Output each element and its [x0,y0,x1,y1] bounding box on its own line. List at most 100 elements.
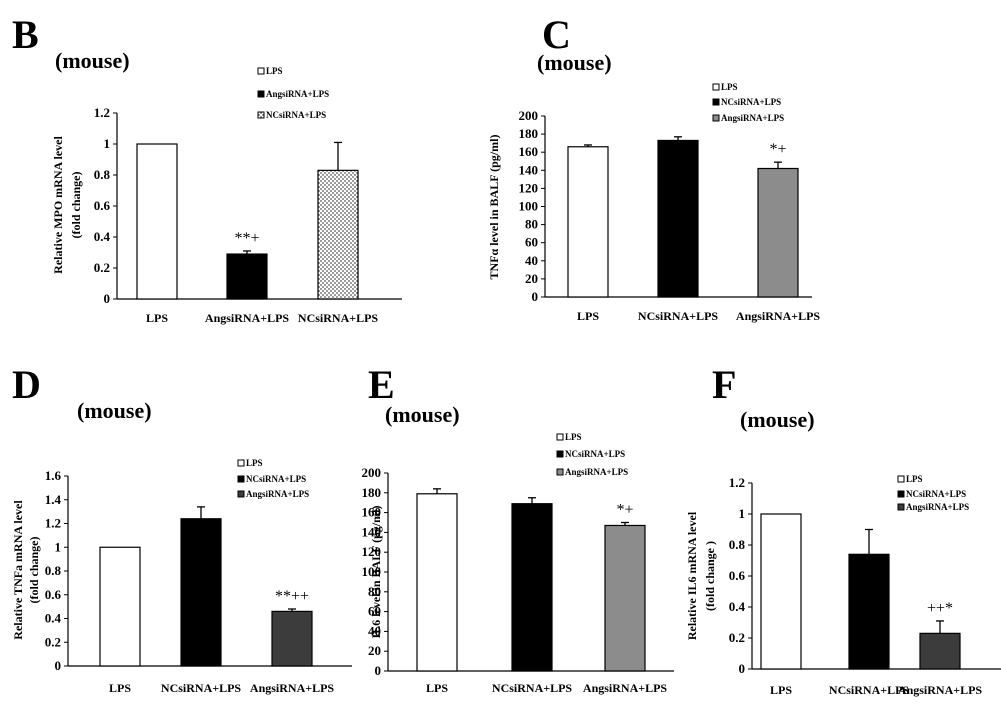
y-tick-label: 120 [362,544,382,559]
legend-entry: LPS [721,82,738,92]
legend-entry: LPS [906,474,923,484]
legend-entry: NCsiRNA+LPS [565,449,625,459]
legend-entry: NCsiRNA+LPS [721,97,781,107]
y-tick-label: 0 [55,658,62,673]
y-tick-label: 0.4 [94,229,111,244]
y-tick-label: 0.8 [94,167,111,182]
x-category-label: AngsiRNA+LPS [898,683,983,697]
y-axis-label: (fold change) [69,172,83,239]
y-tick-label: 40 [368,623,381,638]
y-tick-label: 0.8 [45,563,62,578]
chart-panel-B: B (mouse) 0 0.2 0.4 0.6 0.8 1 1.2 Relative MPO mR… [12,12,402,325]
y-tick-label: 0.6 [729,568,746,583]
legend-entry: AngsiRNA+LPS [266,89,329,99]
chart-panel-C: C(mouse) 0 20 40 60 80 100 120 140 160 180 200 TNFα … [487,12,820,323]
y-tick-label: 1.2 [729,475,745,490]
legend-swatch [257,90,265,98]
panel-letter: B [12,12,39,57]
y-tick-label: 0 [104,291,111,306]
y-tick-label: 1.2 [94,105,110,120]
y-axis-label: Relative IL6 mRNA level [685,511,699,640]
panel-subtitle: (mouse) [385,402,460,427]
y-tick-label: 140 [519,162,539,177]
legend-swatch [897,503,905,511]
y-tick-label: 0.8 [729,537,746,552]
bar-LPS [760,513,802,670]
legend-entry: AngsiRNA+LPS [721,113,784,123]
legend-entry: AngsiRNA+LPS [565,467,628,477]
legend-entry: AngsiRNA+LPS [906,502,969,512]
y-tick-label: 160 [362,505,382,520]
significance-label: **+ [234,230,259,247]
legend-swatch [897,475,905,483]
legend-swatch [712,83,720,91]
panel-subtitle: (mouse) [740,407,815,432]
legend-entry: LPS [565,432,582,442]
bar-NCsiRNA+LPS [848,553,890,670]
y-tick-label: 1.6 [45,468,62,483]
x-category-label: NCsiRNA+LPS [161,681,242,695]
bar-NCsiRNA+LPS [657,139,699,298]
legend-swatch [237,459,245,467]
x-category-label: LPS [146,311,168,325]
y-axis-label: TNFα level in BALF (pg/ml) [487,135,501,280]
y-tick-label: 0.6 [45,587,62,602]
x-category-label: LPS [577,309,599,323]
x-category-label: AngsiRNA+LPS [205,311,290,325]
x-category-label: LPS [426,681,448,695]
y-tick-label: 1.4 [45,492,62,507]
bar-AngsiRNA+LPS [226,253,268,300]
y-tick-label: 140 [362,524,382,539]
panel-letter: C [542,12,571,57]
legend-swatch [556,468,564,476]
bar-NCsiRNA+LPS [317,169,359,300]
y-axis-label: (fold change ) [703,541,717,611]
legend-swatch [712,98,720,106]
y-tick-label: 0.2 [45,634,61,649]
x-category-label: NCsiRNA+LPS [829,683,910,697]
x-category-label: LPS [770,683,792,697]
bar-NCsiRNA+LPS [511,503,553,672]
y-tick-label: 100 [519,199,539,214]
legend-swatch [257,111,265,119]
y-tick-label: 20 [368,643,381,658]
legend-entry: AngsiRNA+LPS [246,489,309,499]
bar-AngsiRNA+LPS [919,632,961,670]
y-tick-label: 120 [519,180,539,195]
panel-letter: D [12,362,41,407]
bar-AngsiRNA+LPS [271,610,313,667]
legend-entry: LPS [266,66,283,76]
panel-subtitle: (mouse) [77,398,152,423]
y-tick-label: 60 [525,235,538,250]
y-tick-label: 0 [739,661,746,676]
y-tick-label: 60 [368,604,381,619]
legend-swatch [556,450,564,458]
legend-entry: NCsiRNA+LPS [906,489,966,499]
bar-LPS [416,493,458,672]
y-axis-label: IL6 level in BALF (pg/ml) [369,506,383,639]
y-tick-label: 1 [55,539,62,554]
bar-LPS [567,146,609,298]
panel-letter: F [712,362,736,407]
y-tick-label: 80 [525,217,538,232]
x-category-label: NCsiRNA+LPS [298,311,379,325]
y-tick-label: 200 [519,108,539,123]
y-tick-label: 0.6 [94,198,111,213]
chart-panel-D: D (mouse) 0 0.2 0.4 0.6 0.8 1 1.2 1.4 1.6 Relative … [11,362,352,695]
y-tick-label: 200 [362,465,382,480]
x-category-label: NCsiRNA+LPS [492,681,573,695]
x-category-label: NCsiRNA+LPS [638,309,719,323]
y-tick-label: 160 [519,144,539,159]
legend-swatch [897,490,905,498]
y-tick-label: 1 [739,506,746,521]
y-tick-label: 40 [525,253,538,268]
y-tick-label: 180 [362,485,382,500]
y-tick-label: 0.2 [94,260,110,275]
y-axis-label: Relative TNFa mRNA level [11,500,25,640]
bar-LPS [136,143,178,300]
y-axis-label: Relative MPO mRNA level [51,136,65,274]
y-tick-label: 80 [368,584,381,599]
y-tick-label: 1.2 [45,516,61,531]
x-category-label: AngsiRNA+LPS [736,309,821,323]
